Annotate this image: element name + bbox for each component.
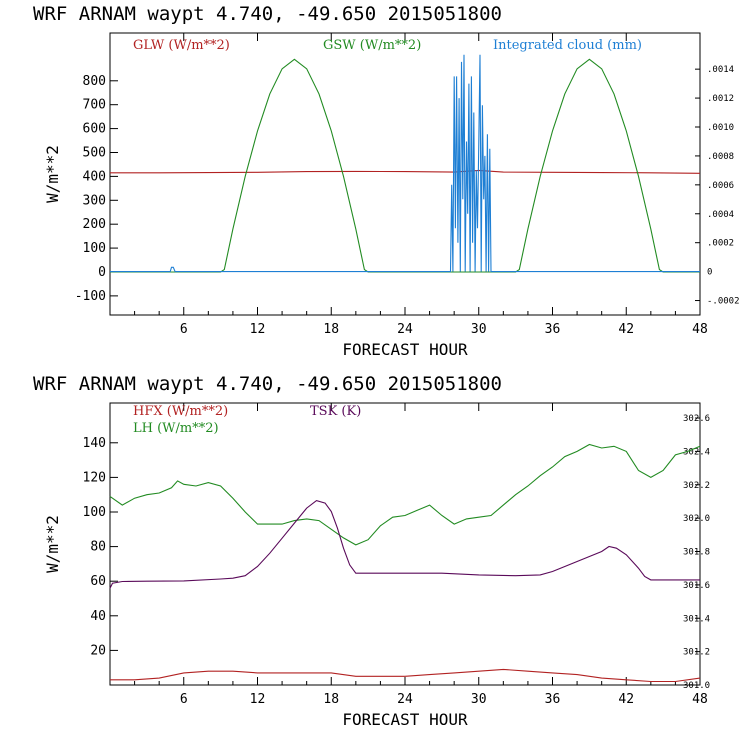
x-tick-label: 30 xyxy=(471,692,487,707)
x-tick-label: 6 xyxy=(180,692,188,707)
legend-entry-hfx: HFX (W/m**2) xyxy=(133,404,228,419)
y2-tick-label: .0012 xyxy=(707,94,734,104)
x-tick-label: 6 xyxy=(180,322,188,337)
y2-tick-label: 301.6 xyxy=(683,581,710,591)
y2-tick-label: .0002 xyxy=(707,239,734,249)
y-tick-label: 600 xyxy=(83,122,106,137)
y2-tick-label: .0010 xyxy=(707,123,734,133)
legend-entry-integrated: Integrated cloud (mm) xyxy=(493,38,642,53)
y2-tick-label: 301.4 xyxy=(683,614,710,624)
y-axis-label: W/m**2 xyxy=(43,145,62,203)
chart-title: WRF ARNAM waypt 4.740, -49.650 201505180… xyxy=(33,373,502,395)
series-line-integrated xyxy=(110,54,700,273)
legend-entry-tsk: TSK (K) xyxy=(310,404,361,419)
y-tick-label: 40 xyxy=(90,609,106,624)
y-tick-label: 80 xyxy=(90,540,106,555)
y-tick-label: 800 xyxy=(83,74,106,89)
series-line-tsk xyxy=(109,499,700,589)
y2-tick-label: 301.0 xyxy=(683,681,710,691)
series-line-glw xyxy=(110,169,701,174)
y2-tick-label: 301.2 xyxy=(683,648,710,658)
x-tick-label: 30 xyxy=(471,322,487,337)
y2-tick-label: -.0002 xyxy=(707,297,740,307)
y-tick-label: 140 xyxy=(83,436,106,451)
legend-entry-glw: GLW (W/m**2) xyxy=(133,38,230,53)
y2-tick-label: 0 xyxy=(707,268,712,278)
x-tick-label: 24 xyxy=(397,692,413,707)
y2-tick-label: .0006 xyxy=(707,181,734,191)
y-axis-label: W/m**2 xyxy=(43,515,62,573)
x-tick-label: 36 xyxy=(545,322,561,337)
y-tick-label: 100 xyxy=(83,241,106,256)
series-line-gsw xyxy=(110,58,700,273)
x-tick-label: 42 xyxy=(618,692,634,707)
y2-tick-label: 302.0 xyxy=(683,514,710,524)
x-tick-label: 48 xyxy=(692,322,708,337)
legend-entry-lh: LH (W/m**2) xyxy=(133,421,219,436)
plot-frame xyxy=(109,32,701,316)
panel-radiation: WRF ARNAM waypt 4.740, -49.650 201505180… xyxy=(33,3,740,359)
x-tick-label: 18 xyxy=(323,322,339,337)
x-tick-label: 12 xyxy=(250,692,266,707)
x-tick-label: 48 xyxy=(692,692,708,707)
series-line-lh xyxy=(109,443,701,546)
y2-tick-label: .0008 xyxy=(707,152,734,162)
y-tick-label: 60 xyxy=(90,574,106,589)
y-tick-label: 200 xyxy=(83,217,106,232)
x-tick-label: 36 xyxy=(545,692,561,707)
x-tick-label: 18 xyxy=(323,692,339,707)
y-tick-label: 120 xyxy=(83,470,106,485)
y-tick-label: 300 xyxy=(83,193,106,208)
y-tick-label: 100 xyxy=(83,505,106,520)
x-tick-label: 12 xyxy=(250,322,266,337)
y-tick-label: 400 xyxy=(83,169,106,184)
plot-frame xyxy=(109,402,701,686)
chart-title: WRF ARNAM waypt 4.740, -49.650 201505180… xyxy=(33,3,502,25)
y2-tick-label: 302.4 xyxy=(683,447,710,457)
y2-tick-label: .0014 xyxy=(707,65,734,75)
y2-tick-label: 302.2 xyxy=(683,481,710,491)
y-tick-label: 700 xyxy=(83,98,106,113)
x-axis-label: FORECAST HOUR xyxy=(342,710,468,729)
x-axis-label: FORECAST HOUR xyxy=(342,340,468,359)
series-line-hfx xyxy=(110,668,701,683)
y2-tick-label: 302.6 xyxy=(683,414,710,424)
y-tick-label: 0 xyxy=(98,265,106,280)
y-tick-label: -100 xyxy=(75,289,106,304)
y-tick-label: 20 xyxy=(90,643,106,658)
y2-tick-label: 301.8 xyxy=(683,548,710,558)
x-tick-label: 42 xyxy=(618,322,634,337)
y2-tick-label: .0004 xyxy=(707,210,734,220)
panel-surface-flux: WRF ARNAM waypt 4.740, -49.650 201505180… xyxy=(33,373,710,729)
x-tick-label: 24 xyxy=(397,322,413,337)
legend-entry-gsw: GSW (W/m**2) xyxy=(323,38,421,53)
y-tick-label: 500 xyxy=(83,145,106,160)
